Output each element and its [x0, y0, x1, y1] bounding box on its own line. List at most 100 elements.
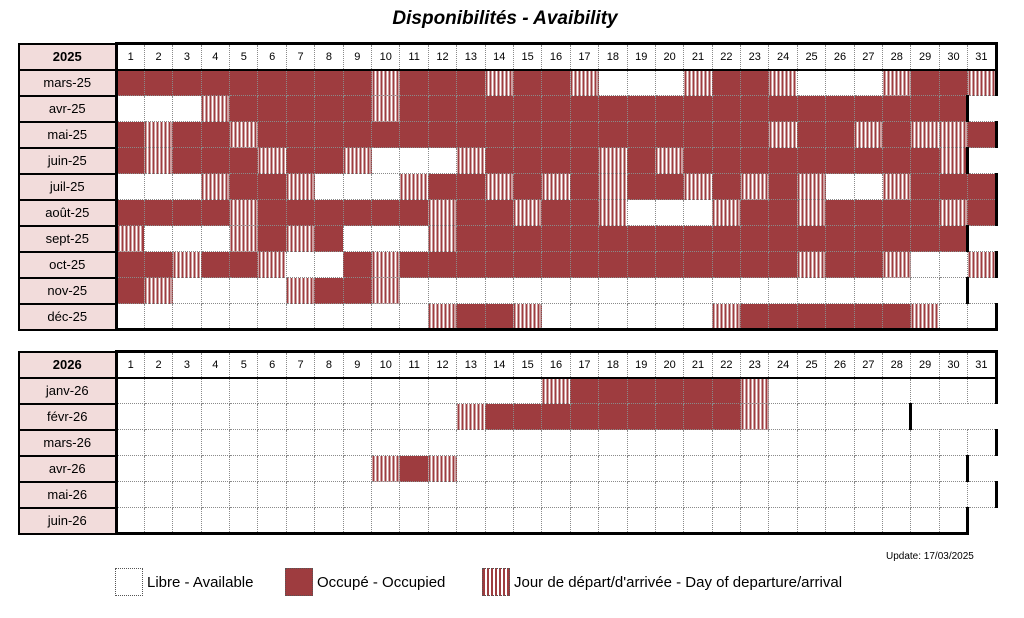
day-transition — [938, 199, 969, 226]
day-occupied — [825, 303, 855, 331]
day-transition — [115, 225, 145, 252]
day-number: 12 — [427, 42, 458, 71]
day-free — [427, 429, 458, 456]
day-free — [427, 147, 458, 174]
day-free — [569, 481, 600, 508]
day-free — [172, 403, 202, 430]
day-free — [484, 481, 514, 508]
month-label: mai-25 — [18, 120, 118, 149]
day-number: 31 — [967, 350, 998, 379]
day-occupied — [598, 121, 628, 148]
day-free — [740, 455, 770, 482]
day-number: 26 — [825, 350, 855, 379]
day-number: 8 — [314, 42, 344, 71]
day-occupied — [796, 225, 827, 252]
day-occupied — [456, 121, 486, 148]
day-occupied — [569, 199, 600, 226]
day-transition — [399, 173, 429, 200]
day-free — [115, 507, 145, 535]
day-free — [257, 303, 287, 331]
day-occupied — [711, 147, 742, 174]
day-occupied — [229, 173, 259, 200]
day-none — [966, 95, 997, 122]
day-transition — [427, 225, 458, 252]
day-free — [541, 481, 571, 508]
day-occupied — [938, 225, 969, 252]
day-number: 22 — [711, 350, 742, 379]
day-occupied — [512, 403, 543, 430]
day-occupied — [683, 225, 713, 252]
day-occupied — [711, 377, 742, 404]
day-free — [626, 507, 656, 535]
day-transition — [938, 147, 969, 174]
day-free — [314, 251, 344, 278]
day-free — [342, 507, 373, 535]
day-occupied — [484, 251, 514, 278]
day-occupied — [512, 69, 543, 96]
day-occupied — [399, 95, 429, 122]
day-free — [569, 303, 600, 331]
day-occupied — [825, 225, 855, 252]
day-occupied — [626, 225, 656, 252]
day-free — [229, 507, 259, 535]
day-free — [938, 507, 969, 535]
day-number: 16 — [541, 350, 571, 379]
day-transition — [910, 303, 940, 331]
month-row: déc-25 — [18, 302, 998, 331]
month-row: mars-25 — [18, 68, 998, 97]
legend-transition-label: Jour de départ/d'arrivée - Day of depart… — [514, 573, 843, 591]
day-free — [285, 455, 316, 482]
day-occupied — [115, 199, 145, 226]
day-occupied — [257, 121, 287, 148]
day-free — [257, 429, 287, 456]
day-occupied — [740, 225, 770, 252]
day-free — [200, 225, 231, 252]
day-free — [115, 403, 145, 430]
day-free — [200, 403, 231, 430]
free-swatch — [115, 568, 143, 596]
day-occupied — [654, 403, 685, 430]
day-free — [115, 455, 145, 482]
day-number: 17 — [569, 42, 600, 71]
day-none — [966, 277, 997, 304]
day-occupied — [342, 69, 373, 96]
day-occupied — [626, 377, 656, 404]
day-occupied — [853, 199, 884, 226]
day-occupied — [825, 147, 855, 174]
day-occupied — [456, 303, 486, 331]
day-transition — [683, 69, 713, 96]
day-free — [853, 173, 884, 200]
day-free — [825, 403, 855, 430]
day-occupied — [711, 173, 742, 200]
day-free — [768, 277, 798, 304]
day-occupied — [853, 147, 884, 174]
month-label: août-25 — [18, 198, 118, 227]
day-occupied — [285, 95, 316, 122]
day-occupied — [484, 147, 514, 174]
day-occupied — [229, 147, 259, 174]
day-free — [200, 377, 231, 404]
day-free — [371, 173, 401, 200]
day-free — [484, 455, 514, 482]
day-number: 21 — [683, 350, 713, 379]
day-free — [882, 507, 912, 535]
day-free — [825, 377, 855, 404]
month-row: févr-26 — [18, 402, 997, 431]
day-occupied — [257, 95, 287, 122]
day-free — [399, 403, 429, 430]
day-free — [200, 481, 231, 508]
day-number: 8 — [314, 350, 344, 379]
day-free — [115, 481, 145, 508]
day-free — [882, 277, 912, 304]
day-free — [172, 507, 202, 535]
month-label: mars-25 — [18, 68, 118, 97]
month-label: mai-26 — [18, 480, 118, 509]
day-number: 19 — [626, 350, 656, 379]
day-number: 6 — [257, 350, 287, 379]
day-free — [796, 507, 827, 535]
header-row: 2026 1 2 3 4 5 6 7 8 9 10 11 12 13 14 15 16 17 18 19 20 21 22 2… — [18, 350, 998, 379]
day-free — [598, 303, 628, 331]
day-free — [569, 429, 600, 456]
day-occupied — [626, 147, 656, 174]
month-row: mars-26 — [18, 428, 998, 457]
